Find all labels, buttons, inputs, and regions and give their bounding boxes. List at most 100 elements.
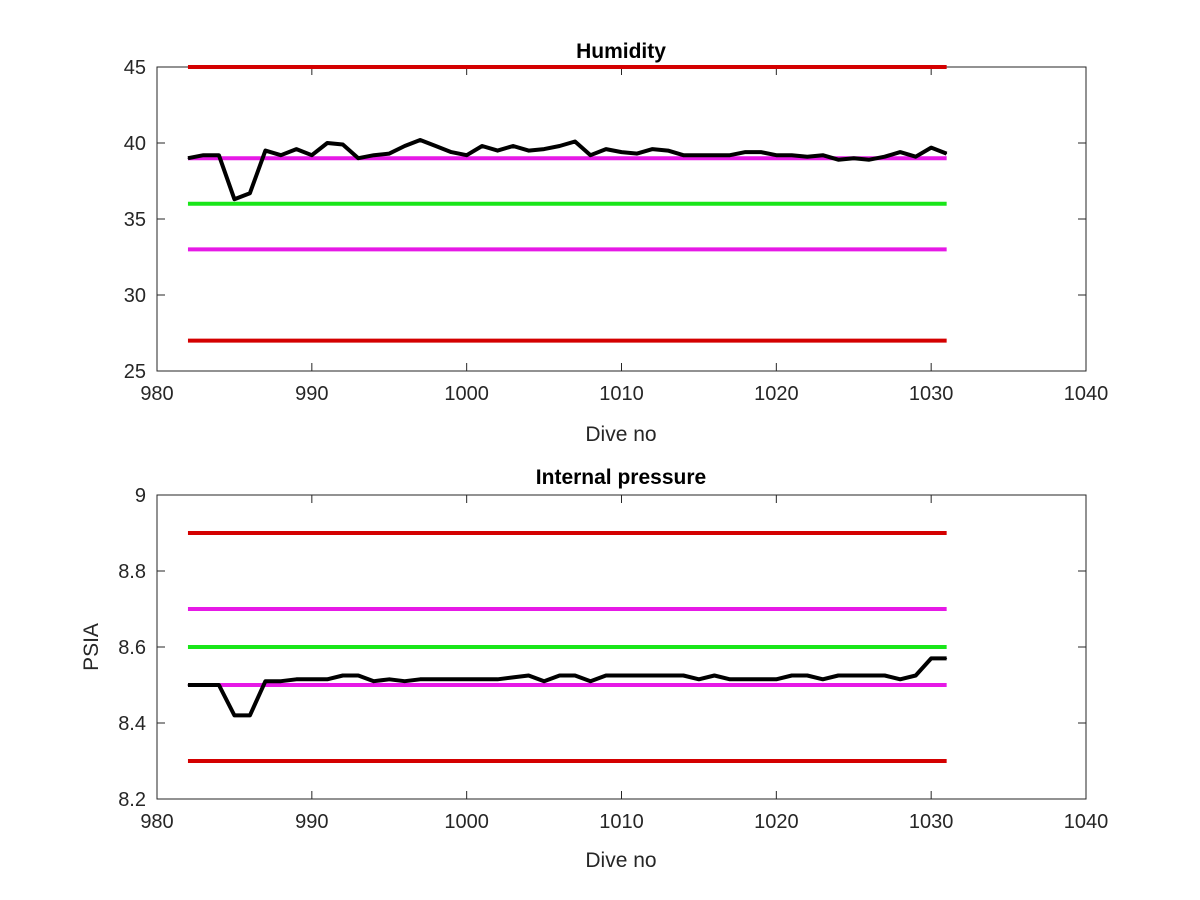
humidity-axes-box [156, 66, 1087, 372]
humidity-chart: 980 990 1000 1010 1020 1030 1040 25 30 35 40 45 Hum… [124, 40, 1109, 446]
internal-pressure-x-axis-label: Dive no [585, 849, 656, 872]
internal-pressure-data-point [853, 675, 855, 676]
internal-pressure-data-point [187, 684, 189, 686]
internal-pressure-data-point [899, 678, 901, 680]
humidity-data-point [450, 151, 452, 153]
humidity-data-point [574, 140, 576, 142]
internal-pressure-data-point [512, 676, 514, 678]
humidity-data-point [853, 157, 855, 159]
humidity-data-point [868, 159, 870, 161]
humidity-data-point [559, 145, 561, 147]
humidity-data-point [837, 159, 839, 161]
internal-pressure-data-point [837, 675, 839, 676]
humidity-data-point [264, 150, 266, 152]
humidity-data-point [419, 139, 421, 141]
humidity-data-point [590, 154, 592, 156]
humidity-x-tick-label: 1040 [1064, 383, 1109, 405]
humidity-data-point [636, 153, 638, 155]
internal-pressure-data-point [574, 675, 576, 676]
internal-pressure-data-point [326, 678, 328, 680]
humidity-data-point [651, 148, 653, 150]
internal-pressure-data-point [528, 675, 530, 676]
internal-pressure-data-point [450, 678, 452, 680]
humidity-x-tick-label: 1000 [444, 383, 489, 405]
humidity-data-point [512, 145, 514, 147]
internal-pressure-data-point [497, 678, 499, 680]
internal-pressure-data-point [419, 678, 421, 680]
humidity-y-tick-label: 35 [124, 209, 146, 231]
humidity-data-point [899, 151, 901, 153]
internal-pressure-data-point [775, 678, 777, 680]
internal-pressure-data-point [481, 678, 483, 680]
humidity-data-point [667, 150, 669, 152]
humidity-data-point [249, 192, 251, 194]
humidity-series-line [187, 138, 948, 202]
internal-pressure-data-point [590, 680, 592, 682]
internal-pressure-data-point [698, 678, 700, 680]
internal-pressure-data-point [636, 675, 638, 676]
internal-pressure-data-point [404, 680, 406, 682]
internal-pressure-data-point [373, 680, 375, 682]
humidity-data-point [466, 154, 468, 156]
internal-pressure-x-tick-label: 1030 [909, 811, 954, 833]
humidity-data-point [744, 151, 746, 153]
internal-pressure-data-point [233, 714, 235, 716]
humidity-data-point [528, 150, 530, 152]
internal-pressure-data-point [264, 680, 266, 682]
internal-pressure-data-point [884, 675, 886, 676]
internal-pressure-y-tick-label: 8.4 [118, 713, 146, 735]
humidity-data-point [698, 154, 700, 156]
internal-pressure-data-point [435, 678, 437, 680]
internal-pressure-data-point [791, 675, 793, 676]
internal-pressure-data-point [729, 678, 731, 680]
humidity-data-point [373, 154, 375, 156]
internal-pressure-data-point [543, 680, 545, 682]
humidity-data-point [295, 148, 297, 150]
internal-pressure-data-point [605, 675, 607, 676]
humidity-data-point [713, 154, 715, 156]
internal-pressure-data-point [946, 657, 948, 659]
internal-pressure-x-tick-label: 990 [295, 811, 328, 833]
internal-pressure-x-tick-label: 1020 [754, 811, 799, 833]
humidity-data-point [187, 157, 189, 159]
internal-pressure-data-point [218, 684, 220, 686]
internal-pressure-series-line [188, 656, 947, 718]
internal-pressure-data-point [311, 678, 313, 680]
internal-pressure-data-point [682, 675, 684, 676]
humidity-chart-title: Humidity [576, 40, 666, 63]
internal-pressure-data-point [388, 678, 390, 680]
internal-pressure-data-point [342, 675, 344, 676]
humidity-data-point [326, 142, 328, 144]
humidity-data-point [822, 154, 824, 156]
internal-pressure-y-axis-label: PSIA [80, 623, 103, 671]
humidity-data-point [435, 145, 437, 147]
internal-pressure-x-tick-label: 1010 [599, 811, 644, 833]
humidity-data-point [884, 156, 886, 158]
humidity-x-tick-label: 980 [140, 383, 173, 405]
internal-pressure-data-point [202, 684, 204, 686]
humidity-y-tick-label: 30 [124, 285, 146, 307]
humidity-data-point [311, 154, 313, 156]
humidity-data-point [233, 198, 235, 200]
internal-pressure-data-point [930, 657, 932, 659]
humidity-data-point [218, 154, 220, 156]
internal-pressure-plot-area: 980 990 1000 1010 1020 1030 1040 8.2 8.4 8.6 8.8 9 [118, 485, 1108, 833]
internal-pressure-data-point [249, 714, 251, 716]
humidity-x-tick-label: 990 [295, 383, 328, 405]
internal-pressure-data-point [357, 675, 359, 676]
humidity-data-point [946, 153, 948, 155]
humidity-x-tick-label: 1010 [599, 383, 644, 405]
internal-pressure-data-point [822, 678, 824, 680]
humidity-data-point [357, 157, 359, 159]
internal-pressure-x-tick-label: 980 [140, 811, 173, 833]
humidity-data-point [775, 154, 777, 156]
humidity-data-point [202, 154, 204, 156]
internal-pressure-data-point [559, 675, 561, 676]
internal-pressure-data-point [713, 675, 715, 676]
humidity-data-point [388, 153, 390, 155]
internal-pressure-data-point [651, 675, 653, 676]
humidity-data-point [806, 156, 808, 158]
humidity-y-tick-label: 25 [124, 361, 146, 383]
internal-pressure-data-point [806, 675, 808, 676]
